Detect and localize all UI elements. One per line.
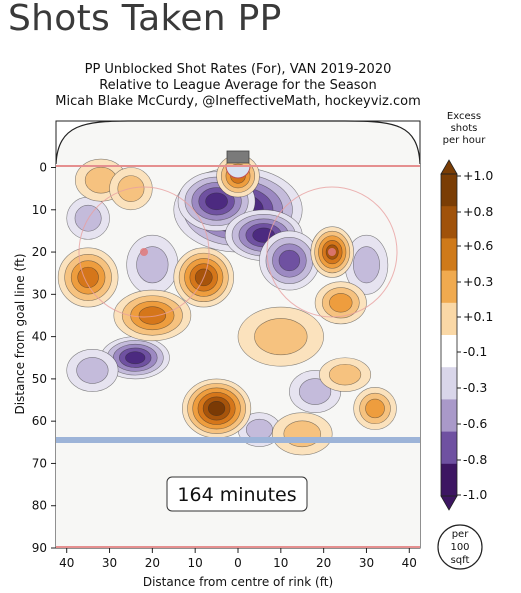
contour-blob-22-ring-1 xyxy=(328,363,362,386)
colorbar-bands xyxy=(440,159,458,511)
minutes-annotation-box xyxy=(166,476,308,512)
colorbar-band-4 xyxy=(441,302,457,336)
x-tick-label-1: 30 xyxy=(102,556,117,570)
contour-blob-3-ring-3 xyxy=(278,249,301,272)
colorbar-frame xyxy=(440,173,458,497)
colorbar-band-3 xyxy=(441,270,457,304)
x-tick-label-5: 10 xyxy=(273,556,288,570)
y-tick-label-6: 60 xyxy=(32,414,47,428)
chart-title-line-1: PP Unblocked Shot Rates (For), VAN 2019-… xyxy=(85,62,392,77)
contour-blob-9-ring-1 xyxy=(298,378,332,405)
colorbar-band-5 xyxy=(441,335,457,368)
colorbar-title-3: per hour xyxy=(443,135,487,146)
faceoff-dot-left xyxy=(140,248,148,256)
y-tick-label-5: 50 xyxy=(32,372,47,386)
contour-blob-7-ring-1 xyxy=(76,357,109,384)
x-tick-label-3: 10 xyxy=(188,556,203,570)
colorbar-band-7 xyxy=(441,399,457,433)
colorbar-tick-label-5: -0.1 xyxy=(463,344,487,359)
colorbar-tick-label-3: +0.3 xyxy=(463,274,493,289)
colorbar-top-arrow xyxy=(440,159,458,175)
x-tick-label-4: 0 xyxy=(234,556,242,570)
contour-blob-15-ring-3 xyxy=(138,306,167,325)
y-axis-label: Distance from goal line (ft) xyxy=(13,253,27,414)
y-tick-label-9: 90 xyxy=(32,541,47,555)
goal-crease xyxy=(225,165,251,179)
unit-badge-line-3: sqft xyxy=(451,555,470,566)
rink-boards xyxy=(55,120,421,165)
colorbar-tick-label-2: +0.6 xyxy=(463,238,493,253)
colorbar-band-0 xyxy=(441,174,457,207)
x-tick-label-2: 20 xyxy=(145,556,160,570)
colorbar: Excess shots per hour +1.0 +0.8 +0.6 +0.3 +0… xyxy=(440,111,493,511)
colorbar-band-6 xyxy=(441,367,457,400)
x-tick-label-7: 30 xyxy=(359,556,374,570)
y-tick-label-2: 20 xyxy=(32,245,47,259)
x-tick-label-0: 40 xyxy=(59,556,74,570)
y-tick-label-7: 70 xyxy=(32,456,47,470)
contour-blob-6-ring-4 xyxy=(125,351,146,365)
contour-blob-20-ring-5 xyxy=(207,401,226,416)
y-axis: 0 10 20 30 40 50 60 70 80 90 xyxy=(32,161,56,555)
colorbar-title-2: shots xyxy=(451,123,478,134)
colorbar-tick-label-6: -0.3 xyxy=(463,380,487,395)
colorbar-tick-label-0: +1.0 xyxy=(463,168,493,183)
colorbar-band-2 xyxy=(441,238,457,272)
contour-blob-21-ring-2 xyxy=(365,398,385,419)
contour-blob-19-ring-1 xyxy=(254,318,308,356)
colorbar-bottom-arrow xyxy=(440,495,458,511)
colorbar-ticks: +1.0 +0.8 +0.6 +0.3 +0.1 -0.1 -0.3 -0.6 -0.8 -1.0 xyxy=(457,168,493,502)
colorbar-band-9 xyxy=(441,463,457,497)
y-tick-label-1: 10 xyxy=(32,203,47,217)
minutes-annotation: 164 minutes xyxy=(177,484,296,506)
chart-title-line-2: Relative to League Average for the Seaso… xyxy=(99,78,377,93)
chart-title-line-3: Micah Blake McCurdy, @IneffectiveMath, h… xyxy=(55,94,421,109)
colorbar-band-8 xyxy=(441,431,457,465)
y-tick-label-4: 40 xyxy=(32,330,47,344)
unit-badge-circle xyxy=(437,524,483,570)
page-title: Shots Taken PP xyxy=(8,0,282,39)
unit-badge: per 100 sqft xyxy=(437,524,483,570)
x-tick-label-6: 20 xyxy=(316,556,331,570)
contour-blob-8-ring-1 xyxy=(352,246,380,284)
chart-title: PP Unblocked Shot Rates (For), VAN 2019-… xyxy=(55,62,421,109)
y-tick-label-3: 30 xyxy=(32,287,47,301)
colorbar-tick-label-1: +0.8 xyxy=(463,204,493,219)
goal-net xyxy=(226,150,250,164)
contour-blob-10-ring-1 xyxy=(245,418,273,441)
faceoff-dot-right xyxy=(328,248,336,256)
colorbar-tick-label-8: -0.8 xyxy=(463,452,487,467)
y-tick-label-8: 80 xyxy=(32,499,47,513)
unit-badge-line-2: 100 xyxy=(450,542,469,553)
colorbar-band-1 xyxy=(441,206,457,239)
x-tick-label-8: 40 xyxy=(402,556,417,570)
colorbar-tick-label-9: -1.0 xyxy=(463,487,487,502)
colorbar-title-1: Excess xyxy=(447,111,481,122)
contour-blob-16-ring-3 xyxy=(77,266,99,289)
colorbar-tick-label-4: +0.1 xyxy=(463,309,493,324)
contour-blob-18-ring-2 xyxy=(329,293,353,313)
x-axis-label: Distance from centre of rink (ft) xyxy=(143,575,333,589)
x-axis: 40 30 20 10 0 10 20 30 40 xyxy=(59,548,417,570)
contour-blob-1-ring-4 xyxy=(205,192,228,211)
unit-badge-line-1: per xyxy=(452,529,470,540)
faceoff-circle-left xyxy=(78,186,210,318)
colorbar-tick-label-7: -0.6 xyxy=(463,416,487,431)
faceoff-circle-right xyxy=(266,186,398,318)
y-tick-label-0: 0 xyxy=(39,161,47,175)
